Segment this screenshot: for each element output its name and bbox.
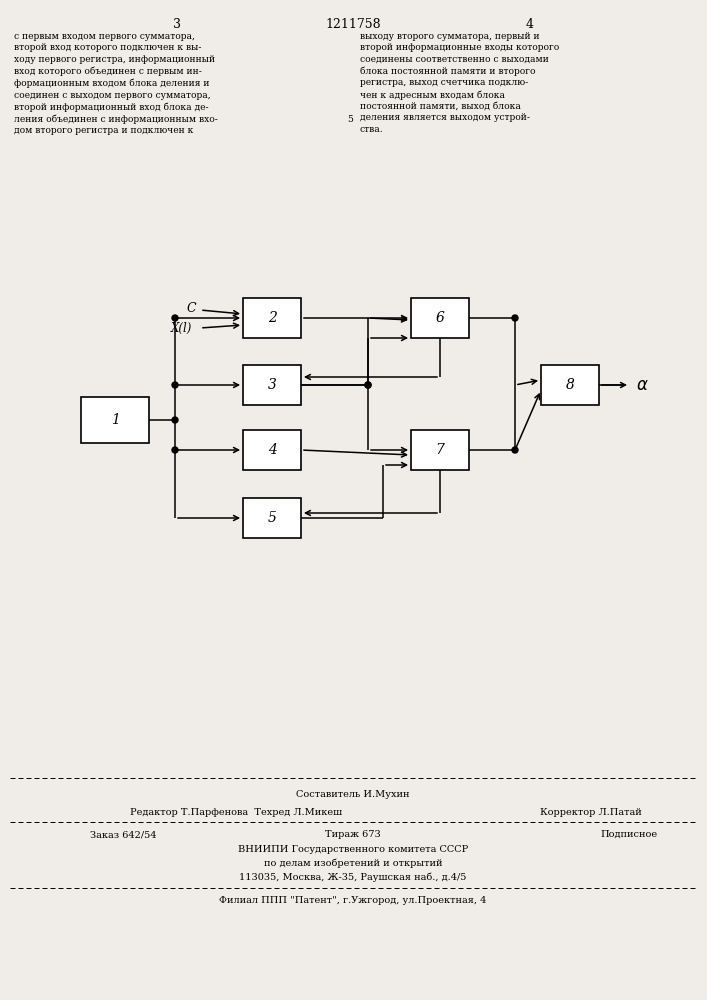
Text: Подписное: Подписное <box>600 830 657 839</box>
Text: Редактор Т.Парфенова  Техред Л.Микеш: Редактор Т.Парфенова Техред Л.Микеш <box>130 808 342 817</box>
Text: выходу второго сумматора, первый и
второй информационные входы которого
соединен: выходу второго сумматора, первый и второ… <box>360 32 559 134</box>
Circle shape <box>365 382 371 388</box>
Bar <box>411 298 469 338</box>
Text: 6: 6 <box>436 311 445 325</box>
Circle shape <box>172 315 178 321</box>
Bar <box>243 430 301 470</box>
Circle shape <box>365 382 371 388</box>
Text: Заказ 642/54: Заказ 642/54 <box>90 830 156 839</box>
Circle shape <box>172 417 178 423</box>
Text: 4: 4 <box>526 18 534 31</box>
Circle shape <box>512 447 518 453</box>
Text: Составитель И.Мухин: Составитель И.Мухин <box>296 790 410 799</box>
Text: 5: 5 <box>347 115 353 124</box>
Text: $\alpha$: $\alpha$ <box>636 376 649 393</box>
Text: 3: 3 <box>267 378 276 392</box>
Circle shape <box>172 382 178 388</box>
Bar <box>411 430 469 470</box>
Bar <box>243 298 301 338</box>
Bar <box>243 498 301 538</box>
Text: X(l): X(l) <box>170 322 192 334</box>
Bar <box>243 365 301 405</box>
Text: 8: 8 <box>566 378 574 392</box>
Text: 2: 2 <box>267 311 276 325</box>
Text: с первым входом первого сумматора,
второй вход которого подключен к вы-
ходу пер: с первым входом первого сумматора, второ… <box>14 32 218 135</box>
Text: 3: 3 <box>173 18 181 31</box>
Bar <box>81 397 149 443</box>
Text: Корректор Л.Патай: Корректор Л.Патай <box>540 808 642 817</box>
Text: 5: 5 <box>267 511 276 525</box>
Text: 113035, Москва, Ж-35, Раушская наб., д.4/5: 113035, Москва, Ж-35, Раушская наб., д.4… <box>239 873 467 882</box>
Text: Тираж 673: Тираж 673 <box>325 830 381 839</box>
Text: 1: 1 <box>110 413 119 427</box>
Text: C: C <box>187 302 196 314</box>
Bar <box>541 365 599 405</box>
Text: Филиал ППП "Патент", г.Ужгород, ул.Проектная, 4: Филиал ППП "Патент", г.Ужгород, ул.Проек… <box>219 896 486 905</box>
Text: по делам изобретений и открытий: по делам изобретений и открытий <box>264 859 443 868</box>
Circle shape <box>172 447 178 453</box>
Text: 7: 7 <box>436 443 445 457</box>
Text: 4: 4 <box>267 443 276 457</box>
Circle shape <box>512 315 518 321</box>
Text: ВНИИПИ Государственного комитета СССР: ВНИИПИ Государственного комитета СССР <box>238 845 468 854</box>
Text: 1211758: 1211758 <box>325 18 381 31</box>
